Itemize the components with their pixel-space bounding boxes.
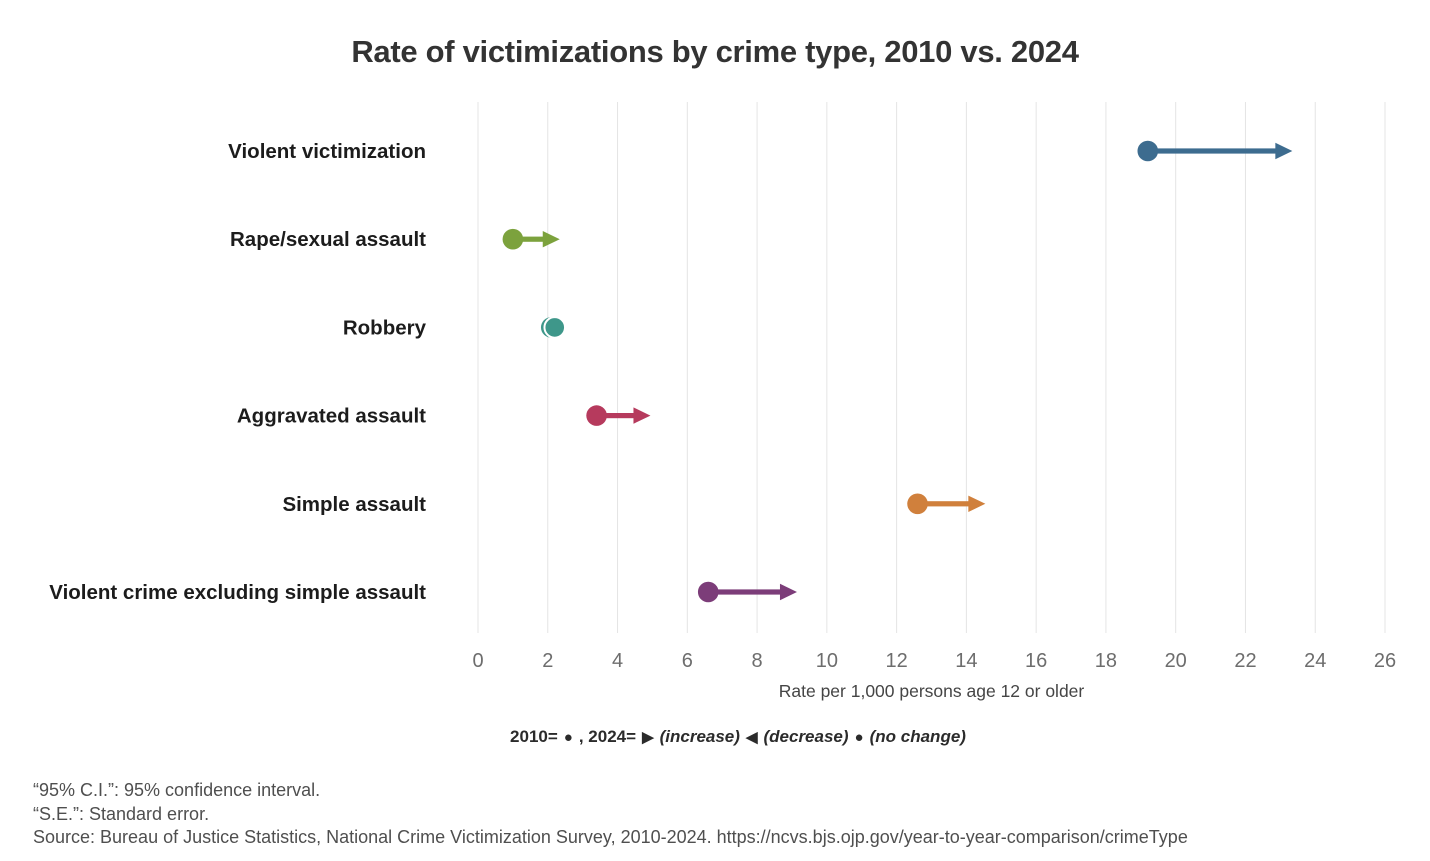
x-tick-label: 6 (682, 650, 693, 672)
marker-2024-arrow (1275, 142, 1293, 160)
x-tick-label: 16 (1025, 650, 1047, 672)
category-label: Violent crime excluding simple assault (49, 581, 426, 604)
legend-text: , 2024= (578, 727, 637, 746)
legend-symbol-triangle-left-icon: ◀ (745, 729, 758, 746)
arrow-shaft (596, 413, 636, 419)
marker-2024-arrow (633, 407, 651, 424)
chart-title: Rate of victimizations by crime type, 20… (351, 34, 1079, 69)
legend: 2010= ● , 2024= ▶ (increase) ◀ (decrease) ● (no … (0, 727, 1430, 747)
category-label: Robbery (343, 316, 427, 339)
x-tick-label: 4 (612, 650, 623, 672)
category-label: Rape/sexual assault (230, 228, 426, 251)
legend-text: (no change) (869, 727, 966, 746)
footnotes: “95% C.I.”: 95% confidence interval. “S.… (33, 779, 1188, 850)
marker-2024-arrow (779, 583, 797, 601)
legend-text: 2010= (510, 727, 558, 746)
arrow-shaft (1147, 148, 1278, 154)
legend-symbol-circle-no-change-icon: ● (854, 729, 864, 746)
marker-2010-dot (1137, 140, 1159, 162)
marker-2010-dot (586, 405, 607, 426)
footnote-ci: “95% C.I.”: 95% confidence interval. (33, 780, 321, 800)
x-tick-label: 2 (542, 650, 553, 672)
legend-text: (increase) (659, 727, 740, 746)
arrow-shaft (512, 236, 546, 242)
x-tick-label: 26 (1374, 650, 1396, 672)
category-label: Simple assault (282, 493, 426, 516)
marker-2010-dot (907, 493, 928, 515)
footnote-se: “S.E.”: Standard error. (33, 803, 210, 824)
legend-symbol-circle-2010-icon: ● (563, 729, 573, 746)
footnote-source: Source: Bureau of Justice Statistics, Na… (33, 827, 1188, 847)
x-tick-label: 12 (885, 650, 907, 672)
x-tick-label: 10 (816, 650, 838, 672)
x-tick-label: 8 (752, 650, 763, 672)
marker-2010-dot (502, 228, 524, 250)
marker-2024-arrow (542, 231, 560, 248)
marker-2010-dot (697, 581, 719, 603)
x-tick-label: 14 (955, 650, 977, 672)
arrow-shaft (708, 589, 783, 595)
marker-2024-arrow (968, 495, 986, 512)
x-tick-label: 0 (472, 650, 483, 672)
arrow-shaft (917, 501, 971, 507)
legend-text: (decrease) (763, 727, 849, 746)
x-axis-title: Rate per 1,000 persons age 12 or older (779, 681, 1085, 701)
legend-symbol-triangle-right-icon: ▶ (642, 729, 654, 746)
x-tick-label: 20 (1165, 650, 1187, 672)
category-label: Aggravated assault (237, 405, 426, 428)
category-label: Violent victimization (228, 140, 426, 163)
x-tick-label: 24 (1304, 650, 1326, 672)
x-tick-label: 18 (1095, 650, 1117, 672)
marker-2024-dot-no-change (543, 316, 567, 339)
x-tick-label: 22 (1234, 650, 1256, 672)
